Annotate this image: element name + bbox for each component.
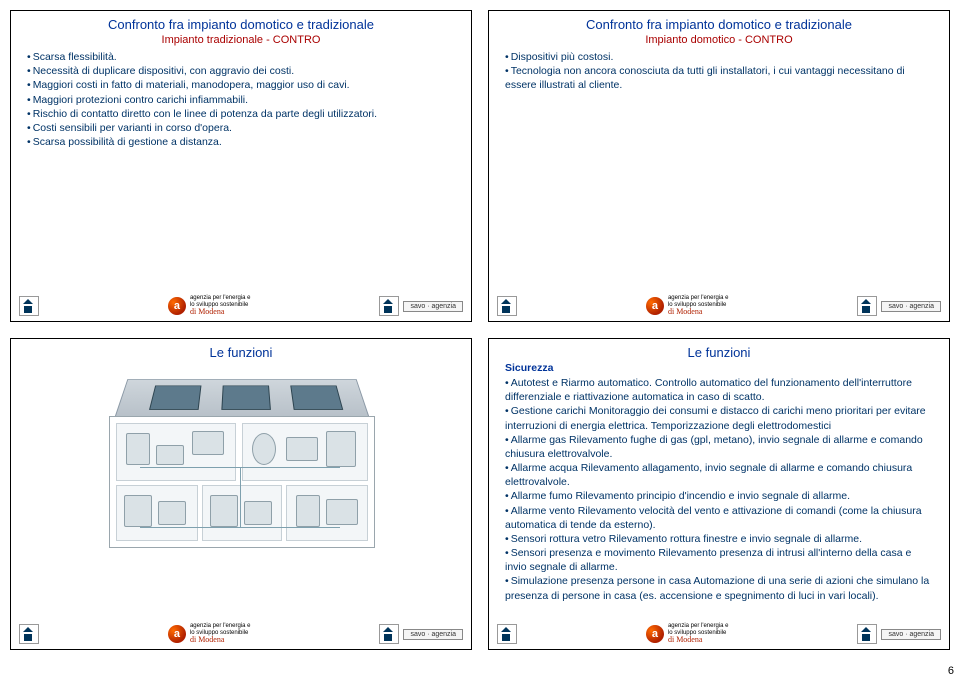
slide: Confronto fra impianto domotico e tradiz…: [488, 10, 950, 322]
house-logo-icon: [857, 624, 877, 644]
page-number: 6: [948, 665, 954, 677]
slide: Confronto fra impianto domotico e tradiz…: [10, 10, 472, 322]
bullet-item: Scarsa flessibilità.: [27, 50, 455, 64]
slide-title: Confronto fra impianto domotico e tradiz…: [23, 17, 459, 32]
bullet-list: Scarsa flessibilità.Necessità di duplica…: [23, 50, 459, 149]
house-logo-icon: [379, 296, 399, 316]
savo-badge: savo · agenzia: [403, 629, 463, 640]
slide-subtitle: Impianto domotico - CONTRO: [501, 34, 937, 46]
savo-badge: savo · agenzia: [881, 629, 941, 640]
agency-logo-icon: a: [646, 625, 664, 643]
agency-text: agenzia per l'energia e lo sviluppo sost…: [668, 295, 729, 317]
bullet-item: Allarme vento Rilevamento velocità del v…: [505, 504, 933, 532]
bullet-item: Allarme fumo Rilevamento principio d'inc…: [505, 489, 933, 503]
bullet-item: Allarme acqua Rilevamento allagamento, i…: [505, 461, 933, 489]
slide-title: Le funzioni: [23, 345, 459, 360]
house-logo-icon: [19, 624, 39, 644]
agency-text: agenzia per l'energia e lo sviluppo sost…: [190, 623, 251, 645]
agency-text: agenzia per l'energia e lo sviluppo sost…: [668, 623, 729, 645]
slide: Le funzioni Sicurezza Autotest e Riarmo au…: [488, 338, 950, 650]
house-logo-icon: [857, 296, 877, 316]
house-logo-icon: [497, 296, 517, 316]
agency-logo-icon: a: [168, 297, 186, 315]
slide-footer: a agenzia per l'energia e lo sviluppo so…: [489, 295, 949, 317]
savo-badge: savo · agenzia: [403, 301, 463, 312]
bullet-item: Simulazione presenza persone in casa Aut…: [505, 574, 933, 602]
bullet-item: Gestione carichi Monitoraggio dei consum…: [505, 404, 933, 432]
bullet-item: Autotest e Riarmo automatico. Controllo …: [505, 376, 933, 404]
bullet-list: Autotest e Riarmo automatico. Controllo …: [501, 376, 937, 603]
bullet-item: Dispositivi più costosi.: [505, 50, 933, 64]
bullet-item: Sensori rottura vetro Rilevamento rottur…: [505, 532, 933, 546]
slide-footer: a agenzia per l'energia e lo sviluppo so…: [489, 623, 949, 645]
bullet-item: Allarme gas Rilevamento fughe di gas (gp…: [505, 433, 933, 461]
slide-subtitle: Impianto tradizionale - CONTRO: [23, 34, 459, 46]
house-logo-icon: [379, 624, 399, 644]
bullet-item: Maggiori protezioni contro carichi infia…: [27, 93, 455, 107]
agency-text: agenzia per l'energia e lo sviluppo sost…: [190, 295, 251, 317]
slide-title: Confronto fra impianto domotico e tradiz…: [501, 17, 937, 32]
agency-logo-icon: a: [646, 297, 664, 315]
house-diagram: [81, 372, 401, 562]
bullet-item: Necessità di duplicare dispositivi, con …: [27, 64, 455, 78]
bullet-item: Maggiori costi in fatto di materiali, ma…: [27, 78, 455, 92]
bullet-item: Rischio di contatto diretto con le linee…: [27, 107, 455, 121]
bullet-item: Scarsa possibilità di gestione a distanz…: [27, 135, 455, 149]
bullet-item: Costi sensibili per varianti in corso d'…: [27, 121, 455, 135]
slide-title: Le funzioni: [501, 345, 937, 360]
agency-logo-icon: a: [168, 625, 186, 643]
house-logo-icon: [19, 296, 39, 316]
house-logo-icon: [497, 624, 517, 644]
slide-footer: a agenzia per l'energia e lo sviluppo so…: [11, 623, 471, 645]
section-header: Sicurezza: [505, 362, 933, 374]
bullet-item: Tecnologia non ancora conosciuta da tutt…: [505, 64, 933, 92]
savo-badge: savo · agenzia: [881, 301, 941, 312]
bullet-item: Sensori presenza e movimento Rilevamento…: [505, 546, 933, 574]
bullet-list: Dispositivi più costosi.Tecnologia non a…: [501, 50, 937, 93]
slide: Le funzioni: [10, 338, 472, 650]
slide-footer: a agenzia per l'energia e lo sviluppo so…: [11, 295, 471, 317]
